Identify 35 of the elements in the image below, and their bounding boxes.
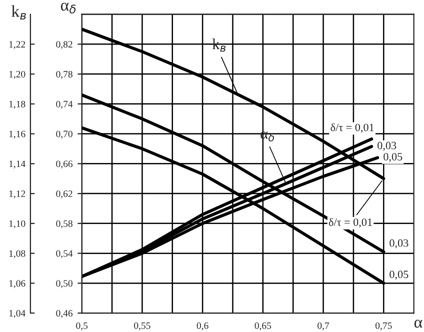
- y-tick-label: 0,78: [56, 70, 72, 79]
- x-tick-label: 0,75: [376, 322, 392, 330]
- series-label: 0,03: [378, 142, 396, 151]
- x-tick-label: 0,6: [196, 322, 208, 330]
- y-tick-label: 0,74: [56, 100, 73, 109]
- y2-tick-label: 1,04: [9, 310, 26, 318]
- x-tick-label: 0,65: [254, 322, 272, 330]
- y2-tick-label: 1,10: [9, 220, 26, 228]
- y-tick-label: 0,46: [56, 310, 73, 318]
- y-axis-title: α$_{δ}$: [60, 2, 76, 14]
- x-tick-label: 0,7: [318, 322, 330, 330]
- y2-axis-title: k$_{в}$: [12, 5, 26, 20]
- y2-tick-label: 1,12: [9, 190, 26, 198]
- text: δ/τ = 0,01: [328, 218, 372, 228]
- y2-tick-label: 1,20: [9, 70, 26, 79]
- y-tick-label: 0,62: [56, 190, 72, 198]
- series-label: 0,03: [390, 239, 408, 248]
- y2-tick-label: 1,08: [9, 250, 26, 258]
- y-tick-label: 0,54: [56, 250, 73, 258]
- x-tick-label: 0,5: [76, 322, 88, 330]
- x-tick-label: 0,55: [134, 322, 150, 330]
- y2-tick-label: 1,06: [9, 280, 26, 288]
- y-tick-label: 0,58: [56, 220, 72, 228]
- series-label: 0,05: [390, 270, 408, 280]
- y2-tick-label: 1,18: [9, 100, 26, 109]
- y2-tick-label: 1,14: [9, 160, 26, 169]
- y-tick-label: 0,50: [56, 280, 72, 288]
- y-tick-label: 0,66: [56, 160, 73, 169]
- x-axis-title: α: [414, 320, 422, 328]
- series-label: δ/τ = 0,01: [330, 123, 374, 133]
- y2-tick-label: 1,22: [9, 41, 26, 50]
- y2-tick-label: 1,16: [9, 130, 26, 139]
- y-tick-label: 0,82: [56, 41, 72, 50]
- series-label: 0,05: [384, 152, 402, 162]
- y-tick-label: 0,70: [56, 130, 72, 139]
